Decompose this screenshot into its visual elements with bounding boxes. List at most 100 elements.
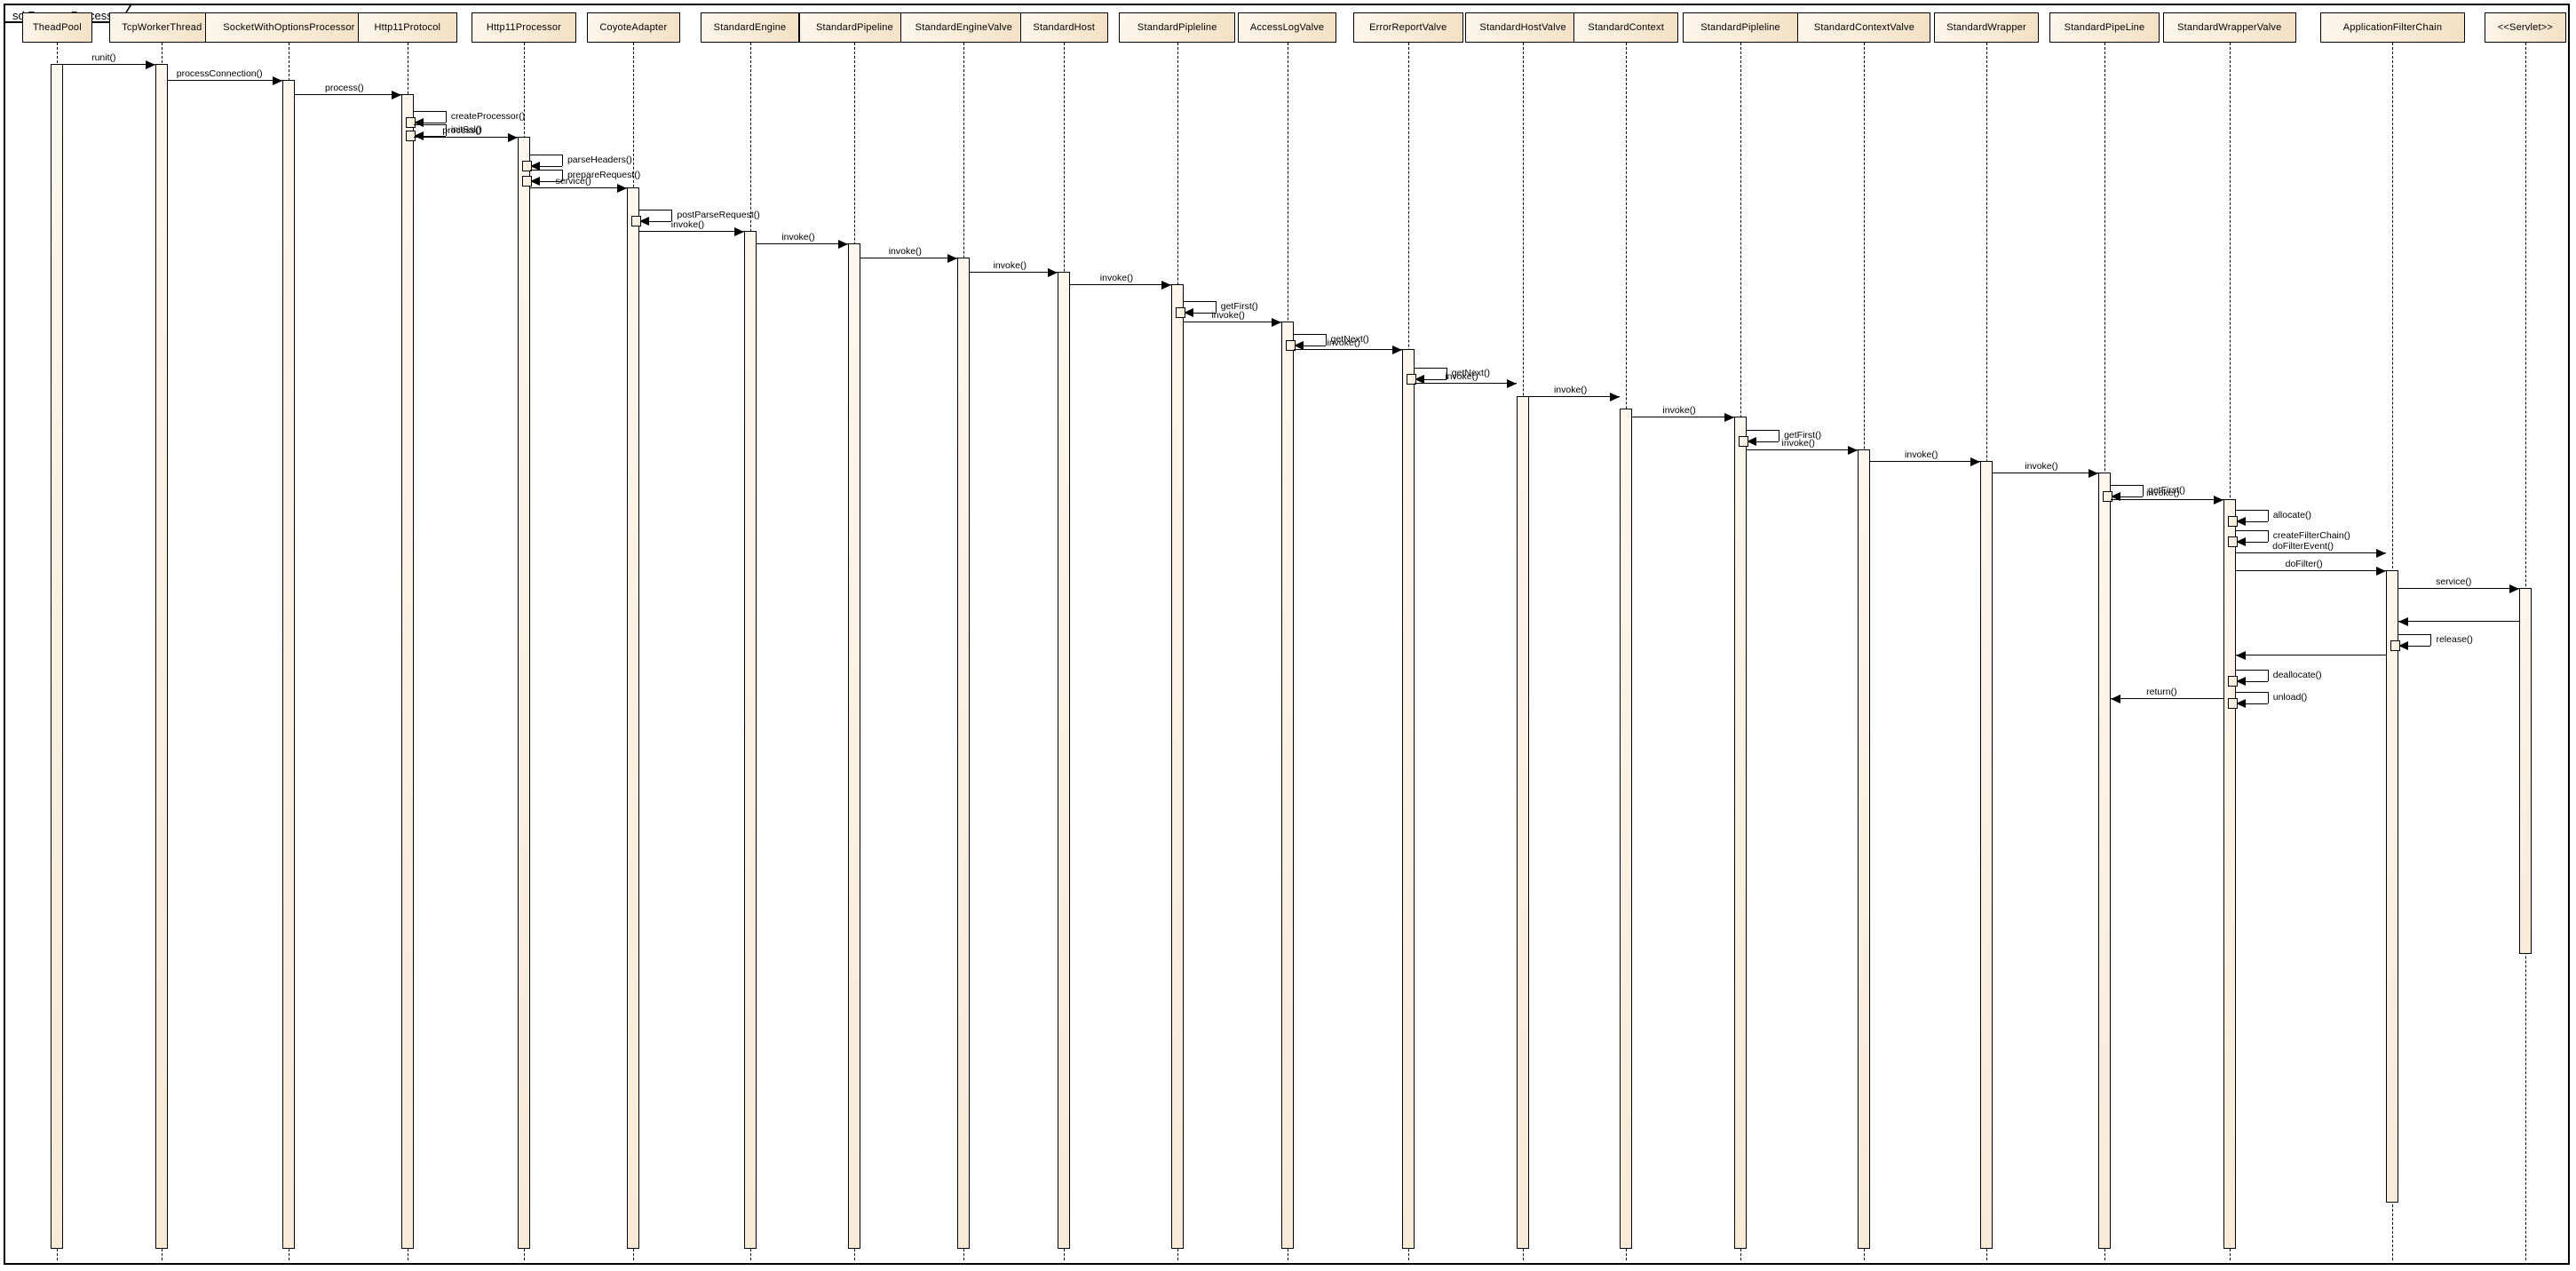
self-message-turn-m38 [2267,670,2269,681]
message-arrowhead-m10 [639,217,650,226]
lifeline-http11processor[interactable]: Http11Processor [471,12,580,1260]
message-arrowhead-m32 [2376,548,2387,558]
self-message-turn-m16 [1215,301,1217,313]
message-line-m21[interactable] [1414,383,1518,384]
message-line-m33[interactable] [2235,570,2387,571]
lifeline-box[interactable]: StandardPipleline [1682,12,1799,43]
nested-activation-m7 [521,161,532,171]
activation-bar-standardpipeline4 [2097,473,2111,1249]
lifeline-box[interactable]: ErrorReportValve [1352,12,1463,43]
lifeline-standardwrapper[interactable]: StandardWrapper [1934,12,2042,1260]
activation-bar-socketwithoptionsprocessor [282,80,296,1249]
activation-bar-tcpworkerthread [155,64,169,1249]
self-message-return-m8 [539,181,562,182]
lifeline-http11protocol[interactable]: Http11Protocol [358,12,461,1260]
message-label-m11: invoke() [670,219,705,230]
message-line-m29[interactable] [2110,499,2223,500]
lifeline-label: StandardEngineValve [915,22,1013,33]
lifeline-box[interactable]: StandardWrapperValve [2162,12,2296,43]
lifeline-threadpool[interactable]: TheadPool [21,12,97,1260]
message-arrowhead-m22 [1610,392,1621,401]
activation-bar-standardhostvalve [1517,396,1530,1249]
lifeline-box[interactable]: ApplicationFilterChain [2320,12,2465,43]
message-line-m6[interactable] [413,137,518,138]
lifeline-label: ErrorReportValve [1369,22,1447,33]
lifeline-errorreportvalve[interactable]: ErrorReportValve [1352,12,1467,1260]
lifeline-box[interactable]: StandardHostValve [1464,12,1581,43]
message-line-m15[interactable] [1070,284,1171,285]
message-line-m3[interactable] [295,94,401,95]
message-label-m9: service() [555,176,591,187]
lifeline-standardhost[interactable]: StandardHost [1019,12,1112,1260]
lifeline-standardpipeline3[interactable]: StandardPipleline [1682,12,1803,1260]
lifeline-box[interactable]: CoyoteAdapter [586,12,680,43]
lifeline-box[interactable]: StandardEngineValve [900,12,1028,43]
message-arrowhead-m35 [2398,616,2409,626]
lifeline-box[interactable]: StandardContextValve [1797,12,1931,43]
message-line-m35[interactable] [2398,621,2519,622]
lifeline-box[interactable]: StandardContext [1573,12,1679,43]
lifeline-accesslogvalve[interactable]: AccessLogValve [1237,12,1341,1260]
lifeline-box[interactable]: AccessLogValve [1237,12,1337,43]
message-line-m32[interactable] [2235,552,2387,553]
lifeline-standardengine[interactable]: StandardEngine [700,12,804,1260]
lifeline-standardcontext[interactable]: StandardContext [1573,12,1683,1260]
lifeline-standardhostvalve[interactable]: StandardHostValve [1464,12,1585,1260]
lifeline-standardwrappervalve[interactable]: StandardWrapperValve [2162,12,2300,1260]
lifeline-standardpipeline4[interactable]: StandardPipeLine [2049,12,2164,1260]
lifeline-box[interactable]: Http11Protocol [358,12,457,43]
self-message-return-m31 [2245,542,2268,543]
message-line-m2[interactable] [168,80,283,81]
lifeline-socketwithoptionsprocessor[interactable]: SocketWithOptionsProcessor [205,12,376,1260]
message-line-m14[interactable] [970,272,1058,273]
lifeline-servlet[interactable]: <<Servlet>> [2484,12,2571,1260]
lifeline-box[interactable]: TcpWorkerThread [109,12,215,43]
message-arrowhead-m29 [2213,495,2223,504]
message-line-m25[interactable] [1747,449,1859,450]
message-line-m34[interactable] [2398,588,2519,589]
message-arrowhead-m23 [1724,412,1735,422]
lifeline-coyoteadapter[interactable]: CoyoteAdapter [586,12,684,1260]
message-arrowhead-m39 [2235,699,2246,708]
message-label-m7: parseHeaders() [567,155,632,165]
message-arrowhead-m21 [1507,378,1518,388]
lifeline-label: <<Servlet>> [2497,22,2553,33]
lifeline-box[interactable]: StandardPipeline [799,12,910,43]
lifeline-standardcontextvalve[interactable]: StandardContextValve [1797,12,1935,1260]
message-arrowhead-m16 [1183,308,1193,317]
message-label-m30: allocate() [2272,510,2311,520]
lifeline-box[interactable]: StandardPipeLine [2049,12,2160,43]
message-arrowhead-m6 [507,132,518,142]
activation-bar-standardpipeline2 [1170,284,1184,1249]
lifeline-box[interactable]: StandardHost [1019,12,1108,43]
lifeline-box[interactable]: Http11Processor [471,12,576,43]
lifeline-standardpipeline[interactable]: StandardPipeline [799,12,914,1260]
self-message-line-m18 [1293,334,1326,335]
message-line-m26[interactable] [1870,461,1980,462]
lifeline-label: CoyoteAdapter [599,22,668,33]
message-line-m19[interactable] [1293,349,1402,350]
lifeline-box[interactable]: StandardPipleline [1119,12,1236,43]
message-line-m9[interactable] [529,187,628,188]
message-line-m40[interactable] [2110,698,2223,699]
lifeline-box[interactable]: StandardEngine [700,12,800,43]
lifeline-standardenginevalve[interactable]: StandardEngineValve [900,12,1032,1260]
lifeline-box[interactable]: StandardWrapper [1934,12,2039,43]
message-line-m1[interactable] [63,64,156,65]
self-message-return-m16 [1193,313,1216,314]
self-message-return-m28 [2120,496,2143,497]
self-message-line-m24 [1747,430,1779,431]
lifeline-label: StandardContext [1588,22,1664,33]
lifeline-applicationfilterchain[interactable]: ApplicationFilterChain [2320,12,2469,1260]
message-arrowhead-m38 [2235,677,2246,686]
message-arrowhead-m12 [838,239,849,249]
lifeline-box[interactable]: TheadPool [21,12,93,43]
lifeline-box[interactable]: <<Servlet>> [2484,12,2567,43]
message-line-m22[interactable] [1529,396,1621,397]
message-label-m31: createFilterChain() [2272,530,2350,541]
lifeline-standardpipeline2[interactable]: StandardPipleline [1119,12,1240,1260]
message-line-m12[interactable] [756,243,849,244]
lifeline-tcpworkerthread[interactable]: TcpWorkerThread [109,12,218,1260]
lifeline-box[interactable]: SocketWithOptionsProcessor [205,12,373,43]
message-line-m11[interactable] [639,231,744,232]
